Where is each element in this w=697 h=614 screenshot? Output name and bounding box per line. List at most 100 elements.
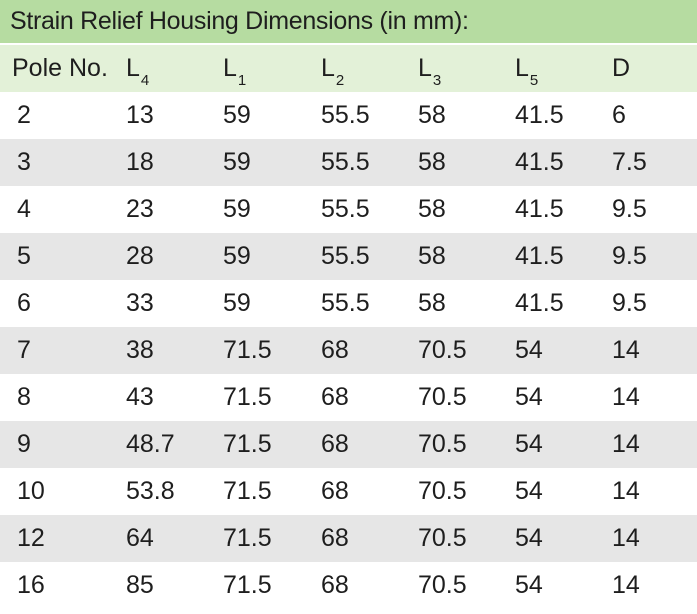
- cell-l2: 55.5: [321, 101, 370, 129]
- cell-l4: 18: [126, 148, 154, 176]
- cell-l2: 55.5: [321, 148, 370, 176]
- cell-l5: 54: [515, 336, 543, 364]
- cell-d: 14: [612, 477, 640, 505]
- cell-l5: 54: [515, 383, 543, 411]
- cell-l3: 70.5: [418, 336, 467, 364]
- cell-l5: 54: [515, 430, 543, 458]
- cell-l2: 68: [321, 383, 349, 411]
- cell-l5: 54: [515, 524, 543, 552]
- cell-d: 9.5: [612, 195, 647, 223]
- cell-l2: 68: [321, 571, 349, 599]
- cell-l1: 71.5: [223, 383, 272, 411]
- header-l1: L1: [223, 54, 321, 89]
- cell-l1: 59: [223, 289, 251, 317]
- header-l3: L3: [418, 54, 515, 89]
- cell-pole-no: 5: [17, 242, 31, 270]
- cell-l4: 64: [126, 524, 154, 552]
- table-row: 12 64 71.5 68 70.5 54 14: [0, 515, 697, 562]
- header-label: L: [223, 54, 237, 82]
- table-row: 6 33 59 55.5 58 41.5 9.5: [0, 280, 697, 327]
- cell-d: 6: [612, 101, 626, 129]
- cell-l3: 58: [418, 195, 446, 223]
- cell-l1: 71.5: [223, 430, 272, 458]
- cell-pole-no: 6: [17, 289, 31, 317]
- cell-pole-no: 12: [17, 524, 45, 552]
- table-row: 10 53.8 71.5 68 70.5 54 14: [0, 468, 697, 515]
- table-row: 3 18 59 55.5 58 41.5 7.5: [0, 139, 697, 186]
- table-row: 7 38 71.5 68 70.5 54 14: [0, 327, 697, 374]
- cell-l3: 70.5: [418, 383, 467, 411]
- cell-d: 14: [612, 524, 640, 552]
- header-subscript: 2: [335, 72, 345, 89]
- cell-l1: 59: [223, 195, 251, 223]
- cell-l1: 59: [223, 148, 251, 176]
- cell-l1: 59: [223, 242, 251, 270]
- cell-l5: 41.5: [515, 101, 564, 129]
- table-row: 9 48.7 71.5 68 70.5 54 14: [0, 421, 697, 468]
- cell-pole-no: 16: [17, 571, 45, 599]
- cell-l3: 70.5: [418, 430, 467, 458]
- header-l4: L4: [126, 54, 223, 89]
- header-d: D: [612, 54, 697, 83]
- cell-pole-no: 9: [17, 430, 31, 458]
- cell-d: 9.5: [612, 289, 647, 317]
- cell-l3: 70.5: [418, 477, 467, 505]
- cell-l2: 55.5: [321, 242, 370, 270]
- table-header-row: Pole No. L4 L1 L2 L3 L5 D: [0, 45, 697, 92]
- cell-l5: 41.5: [515, 242, 564, 270]
- cell-l4: 43: [126, 383, 154, 411]
- cell-l4: 28: [126, 242, 154, 270]
- header-l5: L5: [515, 54, 612, 89]
- cell-pole-no: 4: [17, 195, 31, 223]
- cell-l2: 68: [321, 336, 349, 364]
- cell-pole-no: 2: [17, 101, 31, 129]
- cell-l2: 55.5: [321, 195, 370, 223]
- header-label: L: [418, 54, 432, 82]
- header-label: L: [126, 54, 140, 82]
- cell-l3: 70.5: [418, 571, 467, 599]
- cell-l4: 85: [126, 571, 154, 599]
- cell-l5: 54: [515, 477, 543, 505]
- cell-d: 9.5: [612, 242, 647, 270]
- cell-l1: 71.5: [223, 571, 272, 599]
- cell-l4: 13: [126, 101, 154, 129]
- header-l2: L2: [321, 54, 418, 89]
- cell-d: 14: [612, 430, 640, 458]
- cell-l3: 58: [418, 289, 446, 317]
- cell-l2: 68: [321, 477, 349, 505]
- table-row: 2 13 59 55.5 58 41.5 6: [0, 92, 697, 139]
- cell-l5: 54: [515, 571, 543, 599]
- cell-l3: 58: [418, 242, 446, 270]
- table-title: Strain Relief Housing Dimensions (in mm)…: [0, 0, 697, 45]
- header-label: L: [321, 54, 335, 82]
- cell-d: 14: [612, 336, 640, 364]
- cell-d: 7.5: [612, 148, 647, 176]
- table-row: 8 43 71.5 68 70.5 54 14: [0, 374, 697, 421]
- header-pole-no: Pole No.: [0, 54, 126, 83]
- cell-l1: 59: [223, 101, 251, 129]
- header-subscript: 3: [432, 72, 442, 89]
- cell-pole-no: 3: [17, 148, 31, 176]
- table-row: 4 23 59 55.5 58 41.5 9.5: [0, 186, 697, 233]
- cell-l4: 53.8: [126, 477, 175, 505]
- cell-l2: 68: [321, 524, 349, 552]
- cell-pole-no: 10: [17, 477, 45, 505]
- table-row: 16 85 71.5 68 70.5 54 14: [0, 562, 697, 609]
- cell-d: 14: [612, 383, 640, 411]
- cell-pole-no: 7: [17, 336, 31, 364]
- header-label: L: [515, 54, 529, 82]
- cell-l4: 33: [126, 289, 154, 317]
- cell-l3: 70.5: [418, 524, 467, 552]
- cell-l3: 58: [418, 148, 446, 176]
- cell-d: 14: [612, 571, 640, 599]
- cell-l5: 41.5: [515, 148, 564, 176]
- cell-l3: 58: [418, 101, 446, 129]
- header-label: D: [612, 54, 631, 82]
- cell-l5: 41.5: [515, 195, 564, 223]
- header-subscript: 1: [237, 72, 247, 89]
- cell-l4: 23: [126, 195, 154, 223]
- cell-pole-no: 8: [17, 383, 31, 411]
- cell-l2: 55.5: [321, 289, 370, 317]
- cell-l4: 38: [126, 336, 154, 364]
